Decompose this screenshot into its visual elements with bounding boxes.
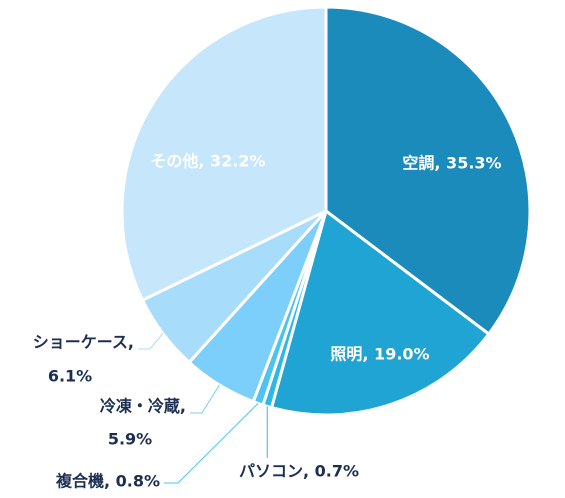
pie-slice-aircon [324, 5, 532, 336]
slice-label-lighting: 照明, 19.0% [330, 345, 429, 364]
leader-line-refrigeration [190, 384, 220, 414]
pie-slice-other [120, 5, 328, 302]
slice-label-other: その他, 32.2% [150, 152, 265, 171]
pie-slices [120, 5, 532, 417]
pie-slice-lighting [270, 209, 491, 417]
leader-lines [138, 333, 268, 484]
slice-label-multifunction: 複合機, 0.8% [55, 472, 160, 491]
slice-label-showcase-name: ショーケース, [33, 333, 134, 352]
leader-line-showcase [138, 333, 164, 350]
leader-line-multifunction [164, 403, 259, 484]
slice-label-refrigeration-value: 5.9% [108, 430, 152, 449]
slice-label-refrigeration-name: 冷凍・冷蔵, [100, 397, 186, 416]
slice-label-aircon: 空調, 35.3% [402, 154, 501, 173]
slice-label-showcase-value: 6.1% [48, 367, 92, 386]
slice-label-pc: パソコン, 0.7% [239, 462, 359, 481]
